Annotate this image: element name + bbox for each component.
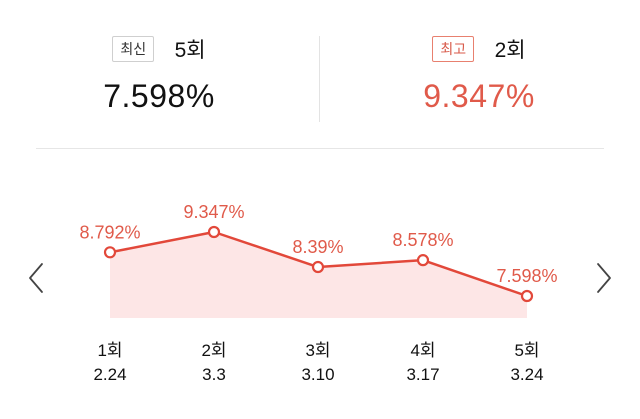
x-tick-round: 4회 [410,341,436,360]
latest-header: 최신 5회 [0,34,318,66]
data-point[interactable] [416,254,430,267]
x-tick-label: 4회 3.17 [383,340,463,386]
data-label: 8.39% [292,237,343,257]
best-header: 최고 2회 [320,34,638,66]
x-tick-round: 3회 [305,341,331,360]
section-divider [36,148,604,149]
data-label: 9.347% [183,202,244,222]
best-round: 2회 [494,39,526,62]
rating-chart: 8.792% 9.347% 8.39% 8.578% 7.598% [0,150,640,419]
latest-round: 5회 [174,39,206,62]
x-tick-label: 1회 2.24 [70,340,150,386]
data-point[interactable] [520,289,534,303]
x-tick-label: 5회 3.24 [487,340,567,386]
rating-summary: 최신 5회 7.598% 최고 2회 9.347% [0,0,640,148]
x-tick-date: 3.10 [301,365,335,384]
x-tick-date: 3.24 [510,365,544,384]
latest-rating-value: 7.598% [103,78,215,114]
chevron-left-icon [29,263,43,293]
chevron-right-icon [597,263,611,293]
x-tick-date: 3.3 [202,365,226,384]
rating-chart-svg: 8.792% 9.347% 8.39% 8.578% 7.598% [79,202,558,318]
x-tick-round: 5회 [514,341,540,360]
data-label: 8.578% [392,230,453,250]
chart-area [110,232,527,318]
data-point[interactable] [207,225,221,239]
next-button[interactable] [588,258,618,298]
data-point[interactable] [311,260,325,274]
x-tick-round: 1회 [97,341,123,360]
x-tick-label: 2회 3.3 [174,340,254,386]
best-rating-value: 9.347% [423,78,535,114]
x-tick-date: 3.17 [406,365,440,384]
latest-badge: 최신 [112,36,155,62]
x-tick-round: 2회 [201,341,227,360]
x-tick-date: 2.24 [93,365,127,384]
data-label: 8.792% [79,222,140,242]
best-summary: 최고 2회 9.347% [320,0,638,148]
x-tick-label: 3회 3.10 [278,340,358,386]
data-point[interactable] [103,246,117,259]
summary-divider [319,36,320,122]
data-label: 7.598% [496,266,557,286]
best-badge: 최고 [432,36,475,62]
prev-button[interactable] [22,258,52,298]
latest-summary: 최신 5회 7.598% [0,0,318,148]
